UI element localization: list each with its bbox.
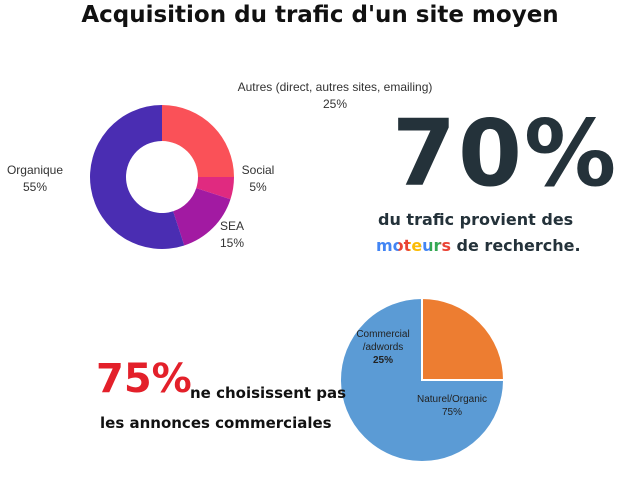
slice	[421, 296, 506, 381]
slice-label: Naturel/Organic 75%	[407, 393, 497, 419]
big-figure: 75%	[96, 356, 192, 402]
page-title: Acquisition du trafic d'un site moyen	[81, 2, 559, 28]
value-label: 15%	[219, 236, 245, 250]
slice-label: Commercial /adwords 25%	[348, 328, 418, 367]
big-figure: 70%	[392, 100, 619, 207]
slice	[90, 105, 185, 249]
stat-text: moteurs de recherche.	[376, 236, 581, 255]
slice	[339, 296, 506, 463]
stat-text: de recherche.	[456, 236, 581, 255]
slice	[162, 105, 234, 177]
legend-label: Autres (direct, autres sites, emailing) 2…	[220, 79, 450, 113]
value-label: 5%	[249, 180, 267, 194]
legend-label: SEA 15%	[202, 218, 262, 252]
value-label: 55%	[22, 180, 48, 194]
stat-text: ne choisissent pas	[190, 384, 347, 402]
keyword: moteurs	[376, 236, 451, 255]
stat-text: les annonces commerciales	[100, 414, 332, 432]
stat-text: du trafic provient des	[378, 210, 574, 229]
slice	[196, 177, 234, 200]
legend-label: Organique 55%	[0, 162, 75, 196]
value-label: 25%	[372, 355, 393, 366]
value-label: 25%	[322, 97, 348, 111]
slice	[173, 188, 231, 246]
value-label: 75%	[441, 407, 462, 418]
legend-label: Social 5%	[228, 162, 288, 196]
